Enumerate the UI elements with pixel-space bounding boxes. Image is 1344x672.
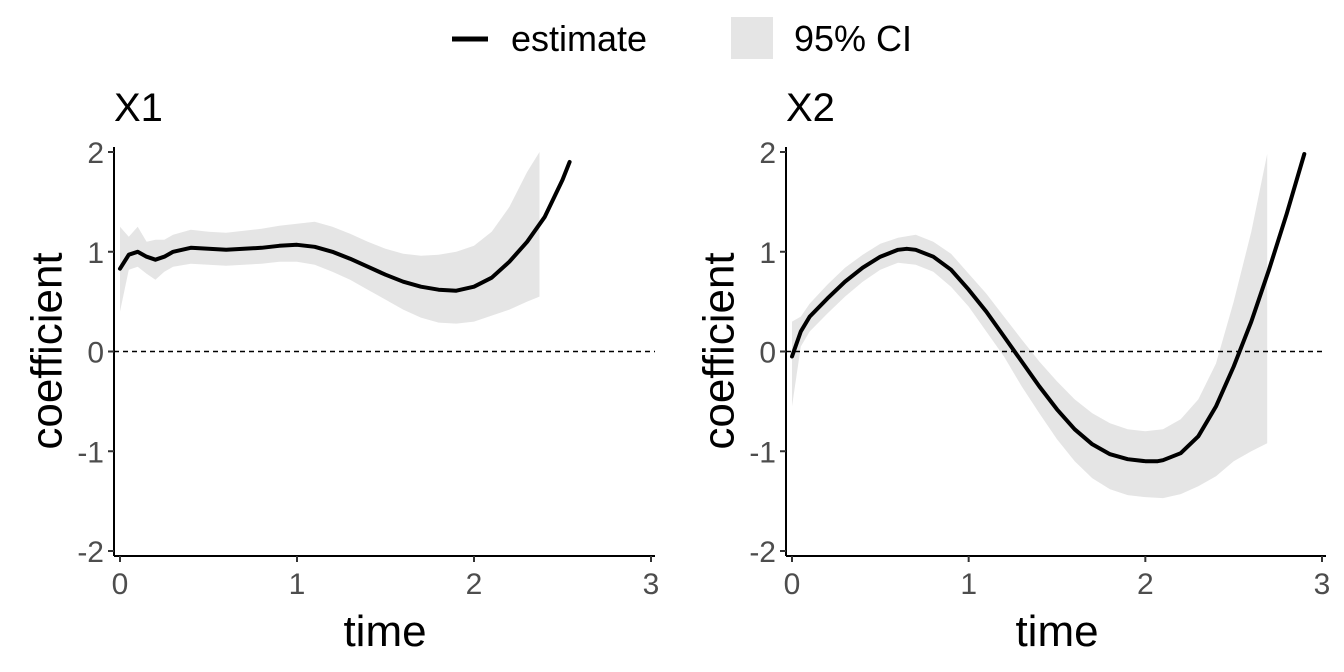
x-tick-label: 3 bbox=[643, 568, 660, 601]
y-tick-label: 1 bbox=[87, 237, 104, 270]
y-axis-title: coefficient bbox=[23, 252, 72, 449]
legend: estimate 95% CI bbox=[452, 17, 912, 59]
x-tick-label: 2 bbox=[466, 568, 483, 601]
estimate-line bbox=[790, 152, 1307, 464]
estimate-line bbox=[118, 160, 572, 293]
x-tick-label: 1 bbox=[960, 568, 977, 601]
y-axis-title: coefficient bbox=[695, 252, 744, 449]
x-tick-label: 2 bbox=[1137, 568, 1154, 601]
x-tick-label: 0 bbox=[112, 568, 129, 601]
legend-ci-label: 95% CI bbox=[794, 18, 912, 59]
y-tick-label: -1 bbox=[749, 436, 776, 469]
x-tick-label: 1 bbox=[289, 568, 306, 601]
x-axis-title: time bbox=[1015, 607, 1098, 656]
panel-title: X2 bbox=[786, 86, 835, 130]
legend-estimate-label: estimate bbox=[511, 18, 647, 59]
y-tick-label: 0 bbox=[87, 337, 104, 370]
y-tick-label: 0 bbox=[759, 337, 776, 370]
ci-ribbon bbox=[792, 154, 1268, 499]
y-tick-label: -2 bbox=[77, 536, 104, 569]
y-tick-label: 2 bbox=[87, 137, 104, 170]
x-tick-label: 3 bbox=[1314, 568, 1331, 601]
y-tick-label: -1 bbox=[77, 436, 104, 469]
y-tick-label: -2 bbox=[749, 536, 776, 569]
y-tick-label: 1 bbox=[759, 237, 776, 270]
x-axis-title: time bbox=[343, 607, 426, 656]
x-tick-label: 0 bbox=[784, 568, 801, 601]
y-tick-label: 2 bbox=[759, 137, 776, 170]
panel-title: X1 bbox=[114, 86, 163, 130]
legend-ci-swatch bbox=[731, 17, 773, 59]
ci-ribbon bbox=[120, 152, 540, 324]
